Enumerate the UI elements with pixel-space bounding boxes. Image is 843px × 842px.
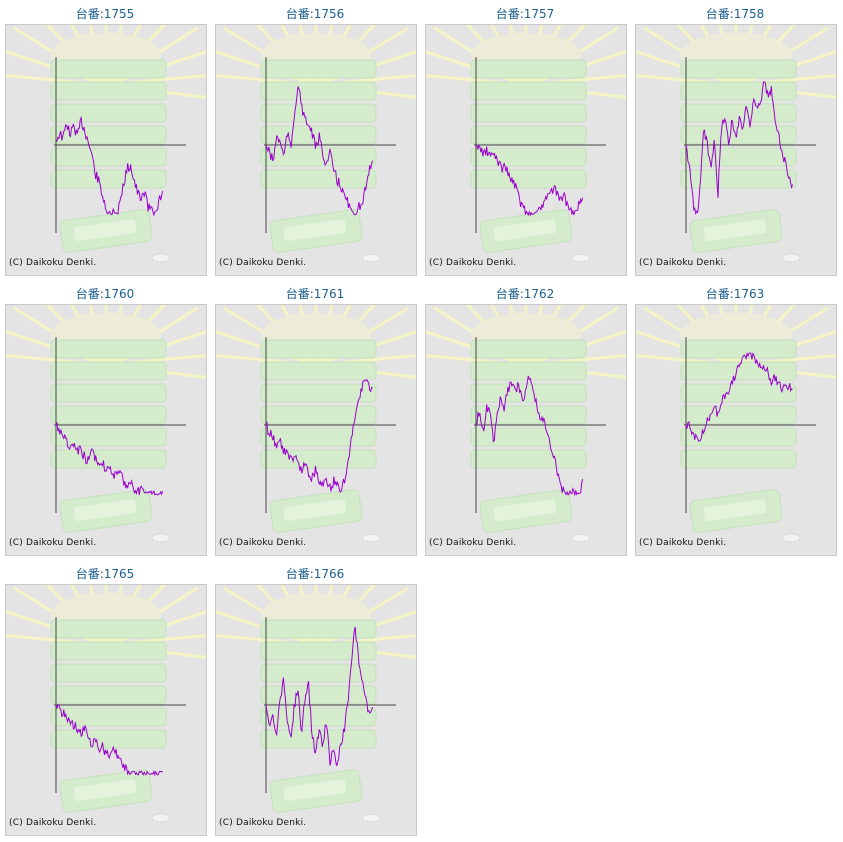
machine-number-link[interactable]: 台番:1760 bbox=[0, 285, 210, 302]
chart-frame: (C) Daikoku Denki. bbox=[215, 584, 417, 836]
background-illustration bbox=[216, 585, 416, 822]
graph-svg bbox=[216, 305, 416, 555]
chart-frame: (C) Daikoku Denki. bbox=[215, 24, 417, 276]
background-illustration bbox=[6, 585, 206, 822]
background-illustration bbox=[6, 25, 206, 262]
chart-panel: 台番:1758 (C) Daikoku Denki. bbox=[630, 0, 840, 274]
copyright-text: (C) Daikoku Denki. bbox=[639, 258, 726, 268]
chart-frame: (C) Daikoku Denki. bbox=[425, 304, 627, 556]
chart-frame: (C) Daikoku Denki. bbox=[215, 304, 417, 556]
copyright-text: (C) Daikoku Denki. bbox=[429, 258, 516, 268]
chart-panel: 台番:1761 (C) Daikoku Denki. bbox=[210, 280, 420, 554]
chart-panel: 台番:1766 (C) Daikoku Denki. bbox=[210, 560, 420, 834]
copyright-text: (C) Daikoku Denki. bbox=[219, 258, 306, 268]
graph-svg bbox=[636, 25, 836, 275]
machine-number-link[interactable]: 台番:1765 bbox=[0, 565, 210, 582]
copyright-text: (C) Daikoku Denki. bbox=[9, 538, 96, 548]
machine-number-link[interactable]: 台番:1757 bbox=[420, 5, 630, 22]
background-illustration bbox=[426, 305, 626, 542]
graph-svg bbox=[426, 305, 626, 555]
graph-svg bbox=[6, 25, 206, 275]
chart-panel: 台番:1765 (C) Daikoku Denki. bbox=[0, 560, 210, 834]
machine-number-link[interactable]: 台番:1761 bbox=[210, 285, 420, 302]
machine-number-link[interactable]: 台番:1766 bbox=[210, 565, 420, 582]
background-illustration bbox=[6, 305, 206, 542]
background-illustration bbox=[426, 25, 626, 262]
graph-svg bbox=[216, 25, 416, 275]
copyright-text: (C) Daikoku Denki. bbox=[219, 818, 306, 828]
graph-svg bbox=[636, 305, 836, 555]
chart-panel: 台番:1760 (C) Daikoku Denki. bbox=[0, 280, 210, 554]
copyright-text: (C) Daikoku Denki. bbox=[219, 538, 306, 548]
chart-panel: 台番:1756 (C) Daikoku Denki. bbox=[210, 0, 420, 274]
background-illustration bbox=[636, 25, 836, 262]
chart-panel: 台番:1755 (C) Daikoku Denki. bbox=[0, 0, 210, 274]
chart-frame: (C) Daikoku Denki. bbox=[5, 304, 207, 556]
chart-frame: (C) Daikoku Denki. bbox=[635, 304, 837, 556]
copyright-text: (C) Daikoku Denki. bbox=[9, 818, 96, 828]
graph-svg bbox=[216, 585, 416, 835]
copyright-text: (C) Daikoku Denki. bbox=[9, 258, 96, 268]
chart-frame: (C) Daikoku Denki. bbox=[635, 24, 837, 276]
chart-frame: (C) Daikoku Denki. bbox=[5, 584, 207, 836]
chart-panel: 台番:1757 (C) Daikoku Denki. bbox=[420, 0, 630, 274]
machine-number-link[interactable]: 台番:1763 bbox=[630, 285, 840, 302]
chart-frame: (C) Daikoku Denki. bbox=[5, 24, 207, 276]
machine-number-link[interactable]: 台番:1762 bbox=[420, 285, 630, 302]
machine-number-link[interactable]: 台番:1756 bbox=[210, 5, 420, 22]
graph-svg bbox=[6, 305, 206, 555]
machine-number-link[interactable]: 台番:1755 bbox=[0, 5, 210, 22]
copyright-text: (C) Daikoku Denki. bbox=[639, 538, 726, 548]
chart-panel: 台番:1763 (C) Daikoku Denki. bbox=[630, 280, 840, 554]
graph-svg bbox=[6, 585, 206, 835]
chart-panel: 台番:1762 (C) Daikoku Denki. bbox=[420, 280, 630, 554]
background-illustration bbox=[216, 305, 416, 542]
background-illustration bbox=[636, 305, 836, 542]
graph-svg bbox=[426, 25, 626, 275]
copyright-text: (C) Daikoku Denki. bbox=[429, 538, 516, 548]
chart-frame: (C) Daikoku Denki. bbox=[425, 24, 627, 276]
machine-number-link[interactable]: 台番:1758 bbox=[630, 5, 840, 22]
